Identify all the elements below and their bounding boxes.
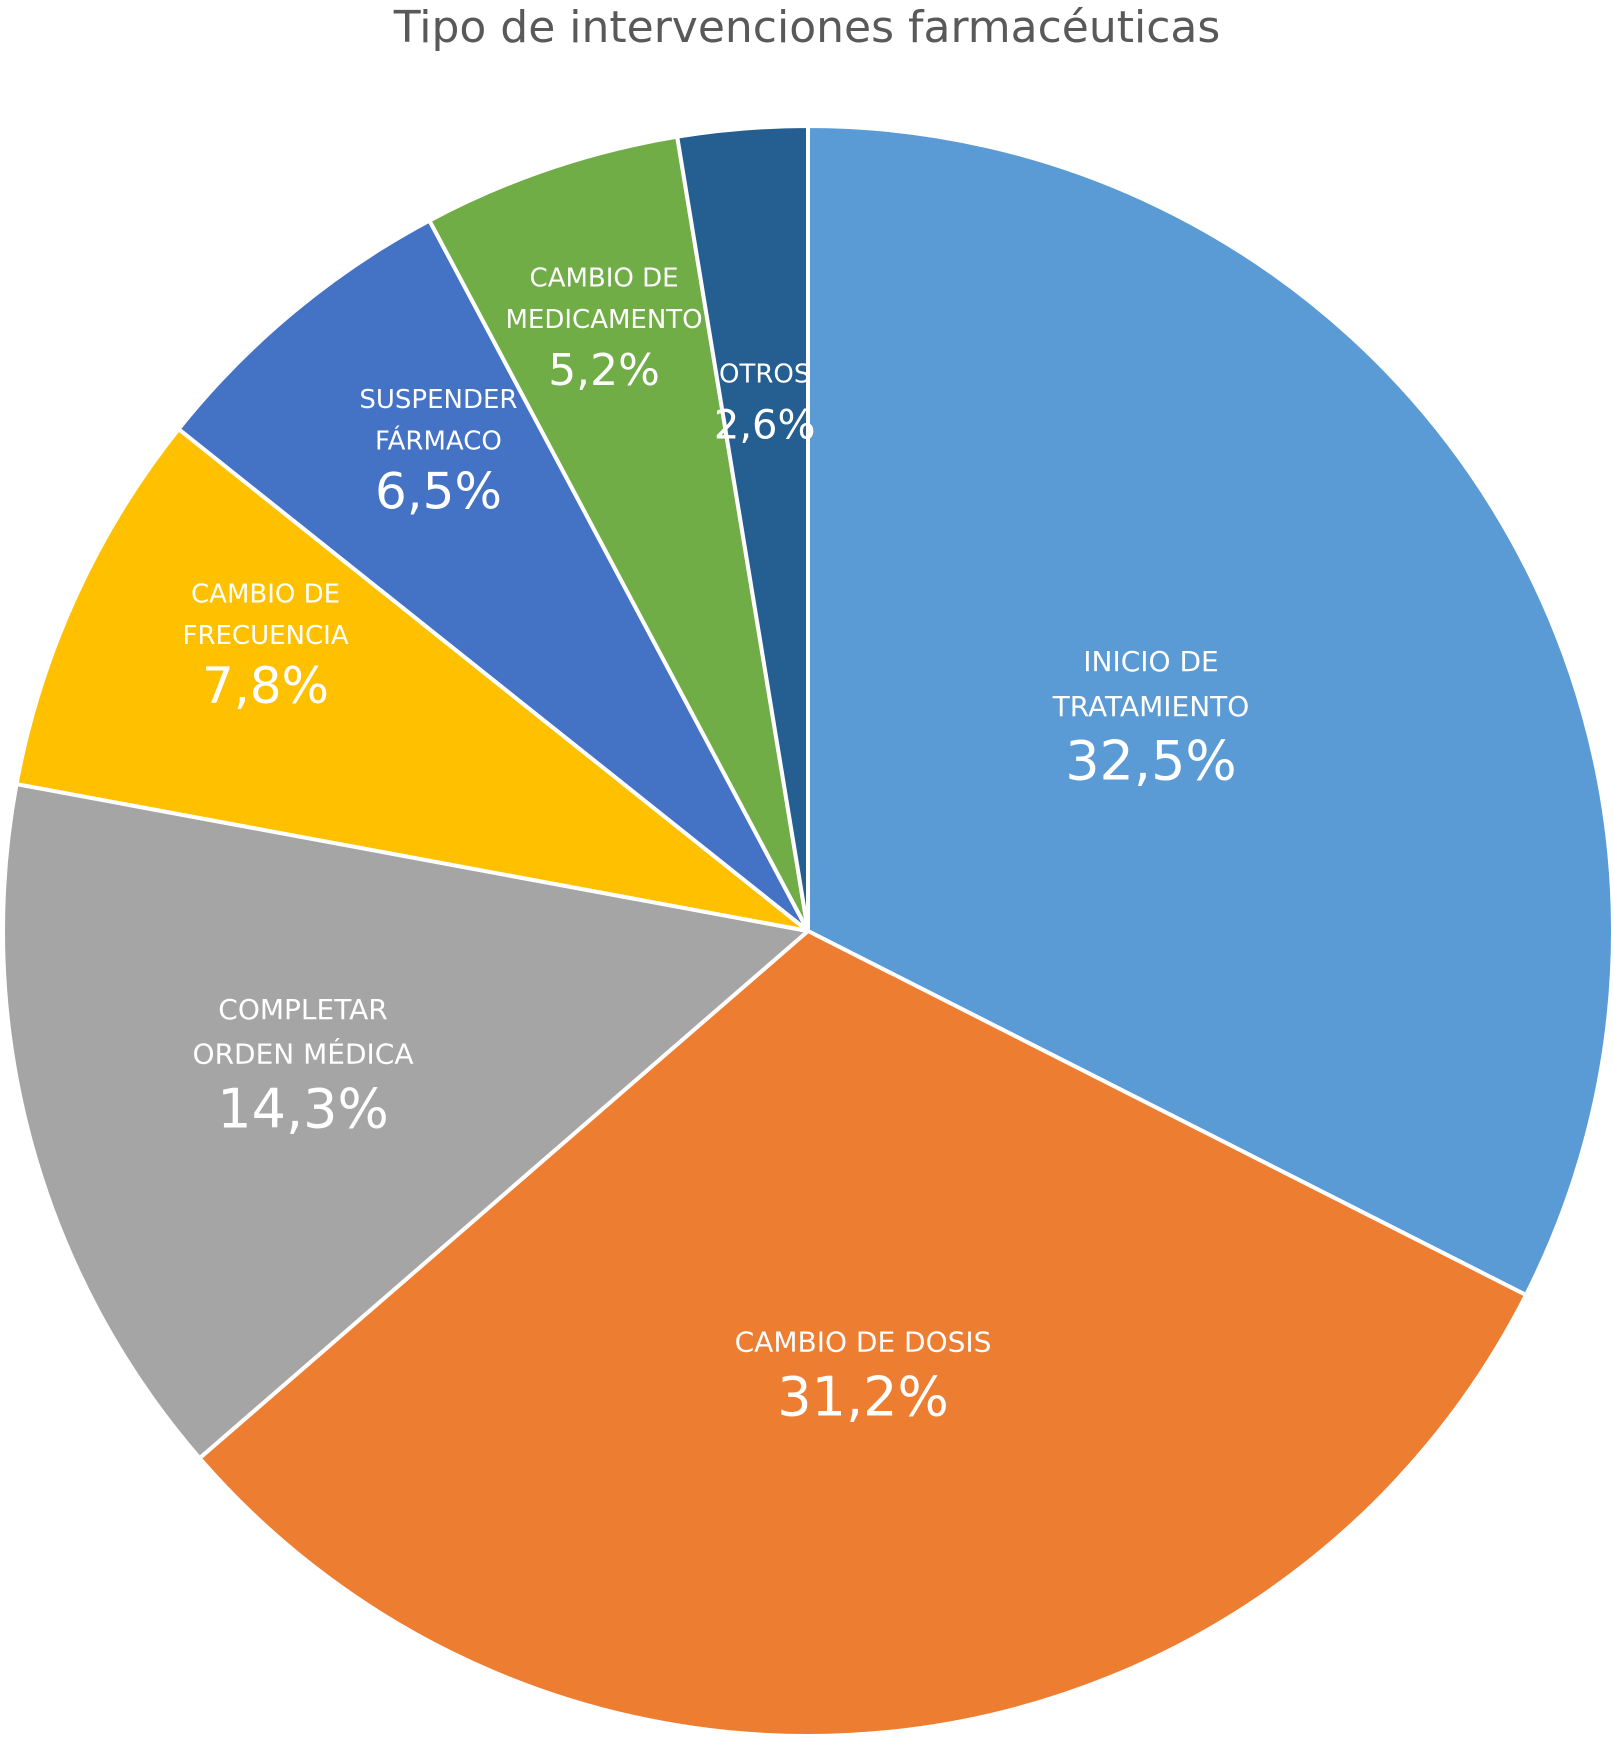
slice-category-line: FÁRMACO: [375, 425, 502, 457]
slice-label-2: CAMBIO DE DOSIS 31,2%: [735, 1326, 992, 1429]
slice-category-line: MEDICAMENTO: [506, 305, 703, 335]
slice-label-5: SUSPENDER FÁRMACO 6,5%: [359, 385, 517, 521]
slice-category-line: CAMBIO DE DOSIS: [735, 1326, 992, 1359]
slice-label-4: CAMBIO DE FRECUENCIA 7,8%: [182, 579, 348, 715]
slice-category-line: COMPLETAR: [218, 993, 387, 1026]
slice-value-label: 31,2%: [777, 1365, 949, 1428]
slice-category-line: TRATAMIENTO: [1052, 690, 1250, 723]
pie-slice-5: [176, 218, 810, 933]
slice-category-line: SUSPENDER: [359, 385, 517, 415]
slice-label-7: OTROS 2,6%: [714, 360, 816, 449]
pie-slices: [1, 124, 1614, 1738]
slice-label-3: COMPLETAR ORDEN MÉDICA 14,3%: [193, 993, 414, 1141]
pie-slice-7: [675, 124, 810, 933]
slice-value-label: 5,2%: [548, 345, 660, 396]
slice-value-label: 32,5%: [1065, 730, 1237, 793]
slice-category-line: FRECUENCIA: [182, 621, 348, 651]
pie-slice-4: [14, 427, 810, 933]
slice-label-1: INICIO DE TRATAMIENTO 32,5%: [1052, 645, 1250, 793]
slice-category-line: ORDEN MÉDICA: [193, 1037, 414, 1071]
slice-category-line: CAMBIO DE: [191, 579, 340, 609]
pie-slice-6: [427, 134, 810, 933]
slice-value-label: 7,8%: [202, 657, 329, 715]
slice-label-6: CAMBIO DE MEDICAMENTO 5,2%: [506, 264, 703, 397]
pie-slice-2: [197, 929, 1528, 1738]
chart-title: Tipo de intervenciones farmacéuticas: [393, 2, 1221, 53]
slice-category-line: CAMBIO DE: [530, 264, 679, 294]
slice-value-label: 14,3%: [217, 1077, 389, 1140]
pie-slice-3: [1, 782, 810, 1461]
slice-value-label: 2,6%: [714, 402, 816, 448]
slice-category-line: OTROS: [719, 360, 810, 390]
slice-category-line: INICIO DE: [1083, 645, 1218, 678]
pie-labels: INICIO DE TRATAMIENTO 32,5% CAMBIO DE DOSIS…: [182, 264, 1249, 1429]
pie-slice-1: [806, 124, 1614, 1297]
slice-value-label: 6,5%: [375, 463, 502, 521]
